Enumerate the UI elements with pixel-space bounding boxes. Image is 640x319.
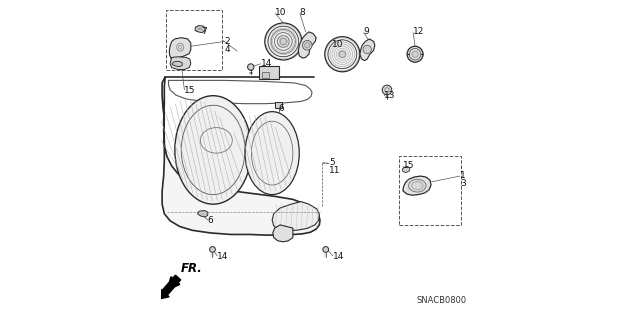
Circle shape <box>412 51 419 57</box>
Text: FR.: FR. <box>181 262 203 275</box>
Circle shape <box>324 37 360 72</box>
Ellipse shape <box>408 179 426 192</box>
Ellipse shape <box>175 96 252 204</box>
Text: 15: 15 <box>403 161 415 170</box>
Text: 6: 6 <box>208 216 214 225</box>
Polygon shape <box>170 38 191 61</box>
Bar <box>275 102 282 108</box>
Text: 2: 2 <box>224 37 230 46</box>
Polygon shape <box>172 61 182 67</box>
Polygon shape <box>162 77 320 235</box>
Polygon shape <box>198 211 208 217</box>
Text: 5: 5 <box>329 158 335 167</box>
Text: 10: 10 <box>275 8 286 17</box>
Text: 11: 11 <box>329 166 340 175</box>
Text: 4: 4 <box>224 45 230 54</box>
Text: 8: 8 <box>300 8 305 17</box>
Polygon shape <box>403 176 431 195</box>
Text: 14: 14 <box>333 252 344 261</box>
Text: 12: 12 <box>413 27 424 36</box>
Circle shape <box>280 38 287 45</box>
Text: 7: 7 <box>202 27 207 36</box>
Circle shape <box>382 85 392 95</box>
Circle shape <box>303 41 312 50</box>
Polygon shape <box>195 26 205 33</box>
Text: 10: 10 <box>332 40 344 49</box>
Circle shape <box>407 46 423 62</box>
Text: SNACB0800: SNACB0800 <box>417 296 467 305</box>
Bar <box>259 66 278 79</box>
Circle shape <box>265 23 302 60</box>
Text: 14: 14 <box>261 59 273 68</box>
Polygon shape <box>403 167 410 173</box>
Ellipse shape <box>245 112 300 195</box>
Text: 3: 3 <box>460 179 466 188</box>
Circle shape <box>210 247 216 252</box>
Polygon shape <box>298 32 316 58</box>
Circle shape <box>363 45 371 54</box>
Polygon shape <box>360 39 375 61</box>
Text: 14: 14 <box>218 252 228 261</box>
Bar <box>166 10 222 70</box>
Circle shape <box>305 43 310 48</box>
Text: 13: 13 <box>384 91 396 100</box>
Circle shape <box>248 64 254 70</box>
Circle shape <box>339 51 346 57</box>
Circle shape <box>323 247 328 252</box>
Bar <box>399 156 461 225</box>
Text: 9: 9 <box>363 27 369 36</box>
Text: 1: 1 <box>460 171 466 180</box>
Text: 15: 15 <box>184 86 196 95</box>
Polygon shape <box>273 225 293 242</box>
Polygon shape <box>170 57 191 70</box>
FancyArrow shape <box>159 275 180 299</box>
Polygon shape <box>272 202 319 230</box>
Text: 6: 6 <box>278 104 284 113</box>
Bar <box>262 72 269 78</box>
